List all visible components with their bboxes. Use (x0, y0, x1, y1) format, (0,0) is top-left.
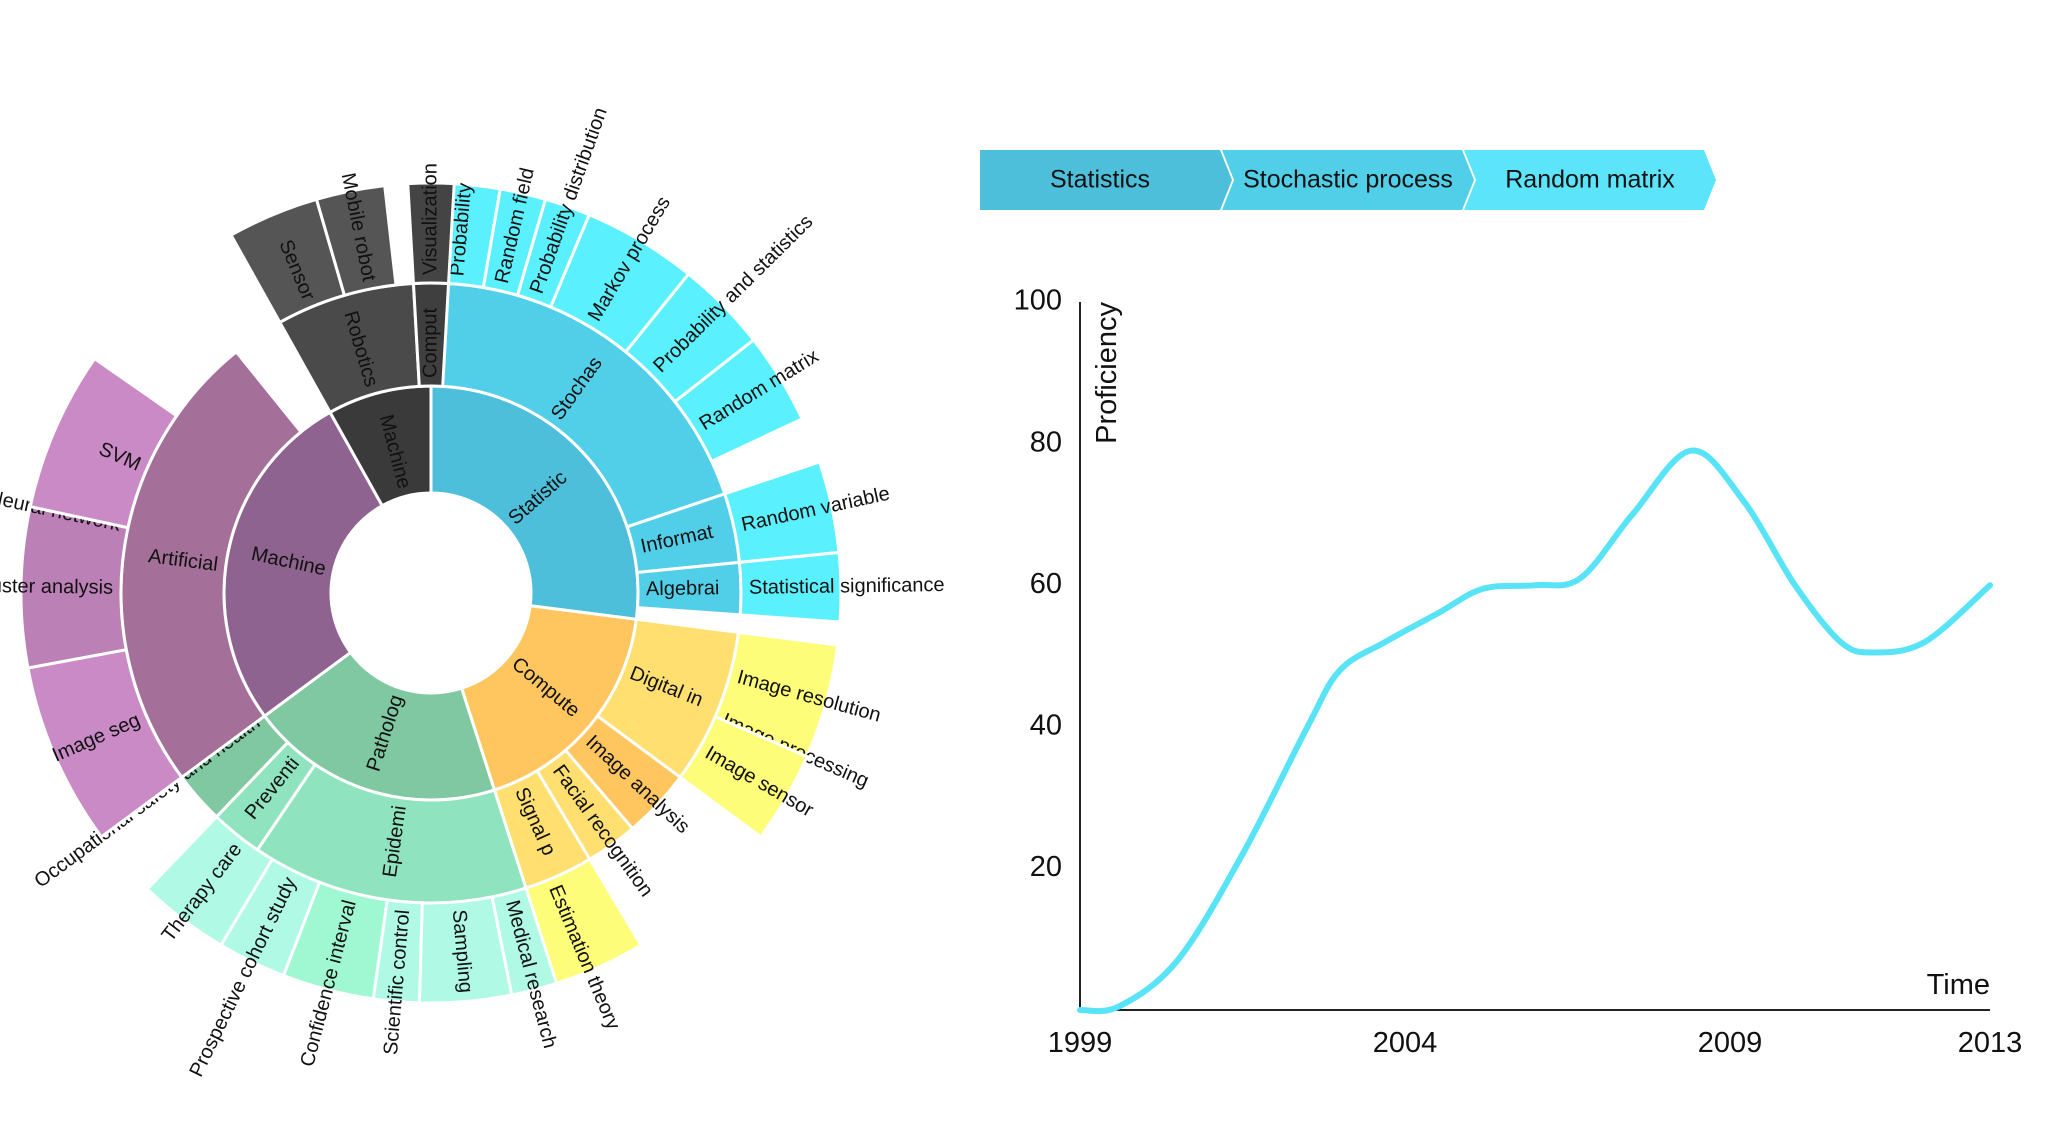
x-axis-title: Time (1927, 969, 1990, 1001)
segment-c0-statistic-algebrai-statistical-significance[interactable] (737, 550, 843, 624)
segment-c1-compute-digital-in-image-sensor[interactable] (678, 714, 809, 839)
breadcrumb-label-statistics: Statistics (1050, 166, 1150, 194)
segment-c3-machine-artificial-svm[interactable] (28, 356, 179, 530)
proficiency-line-chart: 20 40 60 80 100 1999 2004 2009 2013 Proficiency Ti… (1014, 285, 2023, 1059)
label-c0-statistic-algebrai-statistical-significance: Statistical significance (749, 574, 945, 599)
y-tick-100: 100 (1014, 285, 1062, 317)
series-line-0 (1077, 447, 1993, 1015)
breadcrumb-item-statistics[interactable] (980, 150, 1232, 210)
sunburst-center-hole (334, 496, 528, 690)
y-tick-60: 60 (1030, 568, 1062, 600)
label-c4-machine-comput: Comput (419, 308, 441, 378)
breadcrumb-item-stochastic-process[interactable] (1222, 150, 1474, 210)
breadcrumb-item-random-matrix[interactable] (1464, 150, 1716, 210)
breadcrumb-label-stochastic-process: Stochastic process (1243, 166, 1453, 194)
segment-c0-statistic-stochas-random-matrix[interactable] (672, 337, 805, 464)
label-c3-machine-artificial-cluster-analysis: Cluster analysis (0, 575, 113, 599)
x-tick-2009: 2009 (1698, 1027, 1763, 1059)
label-c4-machine-comput-visualization: Visualization (419, 163, 441, 275)
breadcrumb: Statistics Stochastic process Random matri… (980, 150, 1716, 210)
x-tick-1999: 1999 (1048, 1027, 1113, 1059)
x-tick-2004: 2004 (1373, 1027, 1438, 1059)
breadcrumb-label-random-matrix: Random matrix (1505, 166, 1675, 194)
segment-c4-machine-comput-visualization[interactable] (406, 181, 456, 286)
y-tick-80: 80 (1030, 426, 1062, 458)
y-tick-40: 40 (1030, 709, 1062, 741)
x-tick-2013: 2013 (1958, 1027, 2023, 1059)
segment-c2-patholog-epidemi-therapy-care[interactable] (145, 814, 275, 948)
y-axis-title: Proficiency (1091, 302, 1123, 444)
segment-c4-machine-robotics-mobile-robot[interactable] (314, 183, 398, 298)
y-tick-20: 20 (1030, 851, 1062, 883)
label-c0-statistic-algebrai: Algebrai (646, 577, 720, 600)
